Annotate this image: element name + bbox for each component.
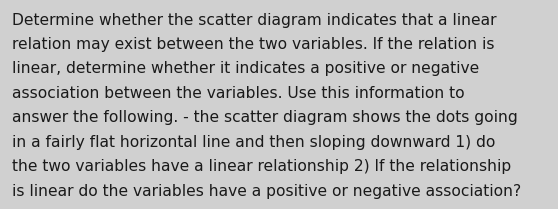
Text: answer the following. - the scatter diagram shows the dots going: answer the following. - the scatter diag… xyxy=(12,110,518,125)
Text: association between the variables. Use this information to: association between the variables. Use t… xyxy=(12,86,465,101)
Text: is linear do the variables have a positive or negative association?: is linear do the variables have a positi… xyxy=(12,184,522,199)
Text: linear, determine whether it indicates a positive or negative: linear, determine whether it indicates a… xyxy=(12,61,479,76)
Text: the two variables have a linear relationship 2) If the relationship: the two variables have a linear relation… xyxy=(12,159,512,174)
Text: relation may exist between the two variables. If the relation is: relation may exist between the two varia… xyxy=(12,37,495,52)
Text: in a fairly flat horizontal line and then sloping downward 1) do: in a fairly flat horizontal line and the… xyxy=(12,135,496,150)
Text: Determine whether the scatter diagram indicates that a linear: Determine whether the scatter diagram in… xyxy=(12,13,497,28)
